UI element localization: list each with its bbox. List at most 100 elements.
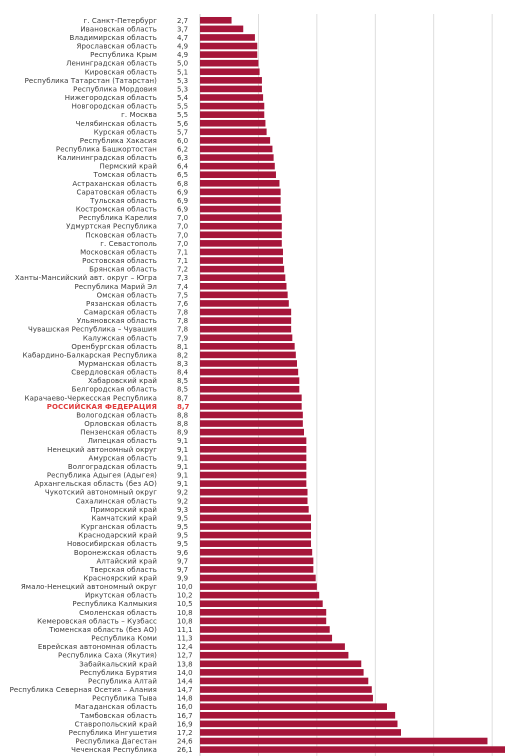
category-label: Республика Карелия — [79, 214, 157, 222]
bar — [200, 128, 267, 136]
value-label: 5,3 — [177, 77, 188, 85]
value-label: 11,3 — [177, 635, 193, 643]
bar — [200, 274, 286, 281]
value-label: 7,0 — [177, 231, 188, 239]
bar — [200, 137, 271, 144]
bar — [200, 660, 362, 668]
value-label: 9,9 — [177, 574, 188, 582]
value-label: 17,2 — [177, 729, 193, 737]
bar — [200, 497, 308, 505]
bar — [200, 162, 275, 170]
value-label: 14,8 — [177, 695, 193, 703]
category-label: Омская область — [97, 291, 157, 299]
value-label: 7,1 — [177, 257, 188, 265]
bar — [200, 59, 259, 67]
bar — [200, 102, 265, 110]
category-label: Республика Калмыкия — [72, 600, 157, 608]
bar — [200, 334, 293, 342]
bar — [200, 445, 307, 453]
bar — [200, 677, 369, 685]
value-label: 14,4 — [177, 677, 193, 685]
category-label: Калужская область — [83, 334, 157, 342]
category-label: Ульяновская область — [77, 317, 157, 325]
bar — [200, 617, 327, 625]
value-label: 8,8 — [177, 420, 188, 428]
value-label: 9,2 — [177, 497, 188, 505]
value-label: 9,1 — [177, 480, 188, 488]
bar — [200, 111, 265, 118]
bar — [200, 42, 258, 50]
category-label: Республика Тыва — [92, 695, 157, 703]
bar — [200, 651, 349, 659]
value-label: 10,8 — [177, 609, 193, 617]
value-label: 6,0 — [177, 137, 188, 145]
category-label: Псковская область — [85, 231, 157, 239]
bar — [200, 626, 330, 633]
value-label: 6,9 — [177, 206, 188, 214]
category-label: Кировская область — [85, 68, 157, 76]
category-label: Нижегородская область — [65, 94, 157, 102]
bar — [200, 428, 304, 436]
bar — [200, 514, 312, 522]
category-label: Волгоградская область — [68, 463, 157, 471]
value-label: 9,7 — [177, 557, 188, 565]
bar — [200, 368, 299, 376]
value-label: 6,2 — [177, 145, 188, 153]
value-label: 16,9 — [177, 720, 193, 728]
value-label: 6,9 — [177, 188, 188, 196]
category-label: Тверская область — [89, 566, 157, 574]
category-label: Ставропольский край — [75, 720, 157, 728]
bar — [200, 557, 314, 565]
bar — [200, 609, 327, 616]
value-label: 6,8 — [177, 180, 188, 188]
category-label: Томская область — [92, 171, 157, 179]
bar — [200, 119, 266, 127]
bar — [200, 574, 316, 582]
category-label: Костромская область — [76, 206, 157, 214]
bar — [200, 540, 312, 547]
category-label: Еврейская автономная область — [38, 643, 157, 651]
value-label: 8,3 — [177, 360, 188, 368]
category-label: Архангельская область (без АО) — [34, 480, 157, 488]
value-label: 5,3 — [177, 85, 188, 93]
bar — [200, 454, 307, 462]
value-label: 4,7 — [177, 34, 188, 42]
value-label: 8,2 — [177, 351, 188, 359]
bar — [200, 325, 292, 333]
category-label: Республика Башкортостан — [56, 145, 157, 153]
category-label: Республика Саха (Якутия) — [58, 652, 157, 660]
bar — [200, 25, 244, 33]
value-label: 3,7 — [177, 25, 188, 33]
category-label: Иркутская область — [85, 592, 157, 600]
category-label: Республика Дагестан — [75, 738, 157, 746]
value-label: 9,5 — [177, 532, 188, 540]
bar — [200, 351, 296, 359]
value-label: 4,9 — [177, 51, 188, 59]
bar — [200, 343, 295, 350]
category-label: Саратовская область — [76, 188, 157, 196]
category-label: Смоленская область — [79, 609, 157, 617]
bar — [200, 154, 274, 161]
category-label: Астраханская область — [72, 180, 157, 188]
value-labels: 2,73,74,74,94,95,05,15,35,35,45,55,55,65… — [177, 17, 193, 754]
category-label: Республика Северная Осетия – Алания — [10, 686, 157, 694]
value-label: 9,5 — [177, 523, 188, 531]
value-label: 10,5 — [177, 600, 193, 608]
category-label: Владимирская область — [70, 34, 157, 42]
value-label: 8,9 — [177, 429, 188, 437]
category-label: Приморский край — [90, 506, 157, 514]
bar — [200, 746, 505, 753]
category-label: Республика Ингушетия — [69, 729, 157, 737]
category-label: Курская область — [94, 128, 157, 136]
value-label: 8,5 — [177, 386, 188, 394]
bar — [200, 94, 264, 101]
value-label: 13,8 — [177, 660, 193, 668]
bar — [200, 694, 373, 702]
bar — [200, 51, 258, 58]
value-label: 9,1 — [177, 446, 188, 454]
category-label: Республика Марий Эл — [74, 283, 157, 291]
bar — [200, 171, 276, 179]
value-label: 9,1 — [177, 472, 188, 480]
value-label: 8,4 — [177, 369, 189, 377]
